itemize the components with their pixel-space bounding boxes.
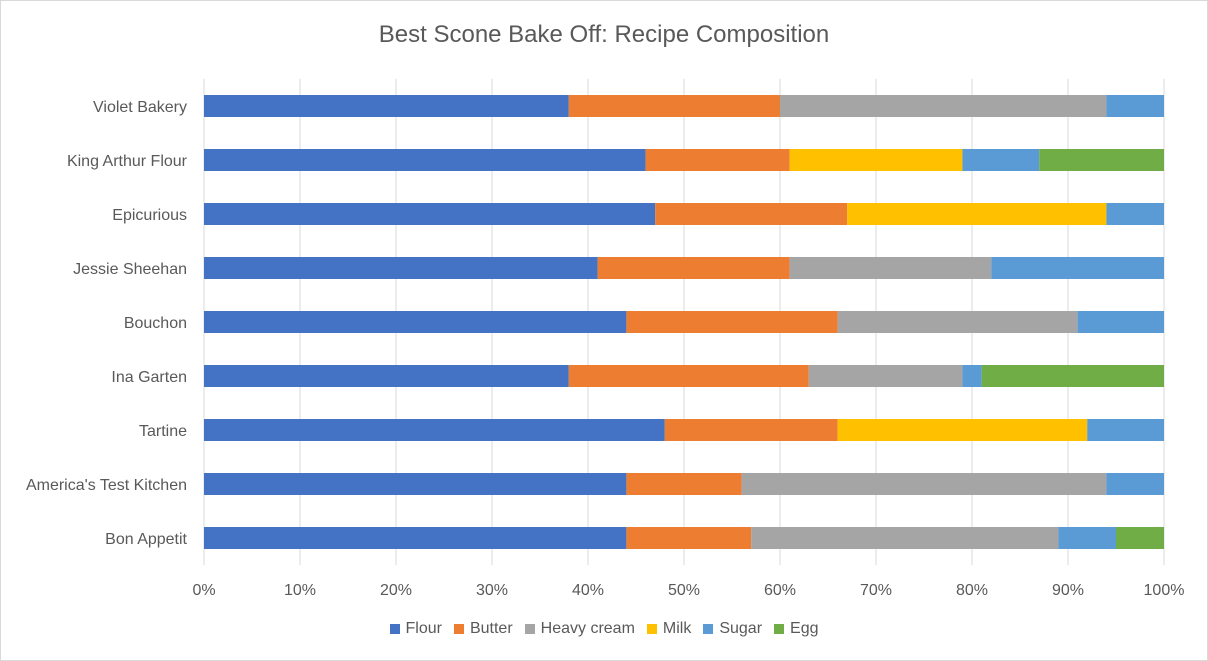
legend-item: Sugar <box>703 620 762 638</box>
x-tick-label: 100% <box>1144 582 1185 599</box>
bar-segment <box>1106 95 1164 117</box>
legend-swatch <box>703 624 714 634</box>
bar-segment <box>837 311 1078 333</box>
bar-segment <box>847 203 1107 225</box>
bar-segment <box>1087 419 1164 441</box>
y-tick-label: Ina Garten <box>111 369 187 386</box>
bar-segment <box>597 257 790 279</box>
bar-segment <box>1077 311 1164 333</box>
bar-segment <box>204 311 627 333</box>
x-tick-label: 0% <box>192 582 215 599</box>
bar-segment <box>626 473 742 495</box>
legend-swatch <box>453 624 464 634</box>
legend-label: Flour <box>405 620 442 637</box>
legend-label: Egg <box>790 620 819 637</box>
y-tick-label: Bon Appetit <box>105 531 187 548</box>
legend-swatch <box>774 624 785 634</box>
legend-swatch <box>646 624 657 634</box>
x-tick-label: 50% <box>668 582 700 599</box>
bar-segment <box>626 527 752 549</box>
x-tick-label: 90% <box>1052 582 1084 599</box>
legend-label: Milk <box>662 620 692 637</box>
bar-segment <box>1039 149 1164 171</box>
bar-segment <box>204 257 598 279</box>
bar-segment <box>789 149 963 171</box>
x-tick-label: 60% <box>764 582 796 599</box>
bar-segment <box>204 365 569 387</box>
bar-segment <box>962 149 1040 171</box>
bar-segment <box>981 365 1164 387</box>
y-tick-label: Bouchon <box>124 315 187 332</box>
x-tick-label: 80% <box>956 582 988 599</box>
x-tick-label: 30% <box>476 582 508 599</box>
y-tick-label: Epicurious <box>112 207 187 224</box>
x-tick-label: 10% <box>284 582 316 599</box>
bar-segment <box>204 419 665 441</box>
bar-segment <box>991 257 1164 279</box>
legend-item: Butter <box>453 620 513 638</box>
bar-segment <box>808 365 963 387</box>
bar-segment <box>1116 527 1164 549</box>
bar-segment <box>780 95 1107 117</box>
bar-segment <box>1058 527 1116 549</box>
legend: Flour Butter Heavy cream Milk Sugar Egg <box>1 620 1207 638</box>
bar-segment <box>568 95 780 117</box>
bar-segment <box>741 473 1107 495</box>
legend-item: Egg <box>774 620 819 638</box>
x-tick-label: 40% <box>572 582 604 599</box>
bar-segment <box>837 419 1088 441</box>
legend-label: Sugar <box>719 620 763 637</box>
x-tick-label: 70% <box>860 582 892 599</box>
bar-segment <box>204 473 627 495</box>
y-tick-label: Jessie Sheehan <box>73 261 187 278</box>
x-tick-label: 20% <box>380 582 412 599</box>
bar-segment <box>204 149 646 171</box>
bar-segment <box>204 527 627 549</box>
y-tick-label: Violet Bakery <box>93 99 187 116</box>
legend-label: Heavy cream <box>540 620 635 637</box>
bar-segment <box>204 203 656 225</box>
y-tick-label: Tartine <box>139 423 187 440</box>
bar-segment <box>204 95 569 117</box>
bar-segment <box>664 419 838 441</box>
y-tick-label: King Arthur Flour <box>67 153 188 170</box>
legend-label: Butter <box>469 620 513 637</box>
legend-swatch <box>524 624 535 634</box>
y-tick-label: America's Test Kitchen <box>26 477 187 494</box>
bar-segment <box>626 311 838 333</box>
bar-segment <box>751 527 1059 549</box>
bar-segment <box>789 257 992 279</box>
bar-segment <box>645 149 790 171</box>
bar-segment <box>1106 203 1164 225</box>
legend-item: Heavy cream <box>524 620 635 638</box>
bar-segment <box>962 365 982 387</box>
legend-item: Milk <box>646 620 692 638</box>
bar-segment <box>568 365 809 387</box>
legend-swatch <box>389 624 400 634</box>
bar-segment <box>655 203 848 225</box>
bar-segment <box>1106 473 1164 495</box>
chart-title: Best Scone Bake Off: Recipe Composition <box>378 21 830 48</box>
legend-item: Flour <box>389 620 442 638</box>
